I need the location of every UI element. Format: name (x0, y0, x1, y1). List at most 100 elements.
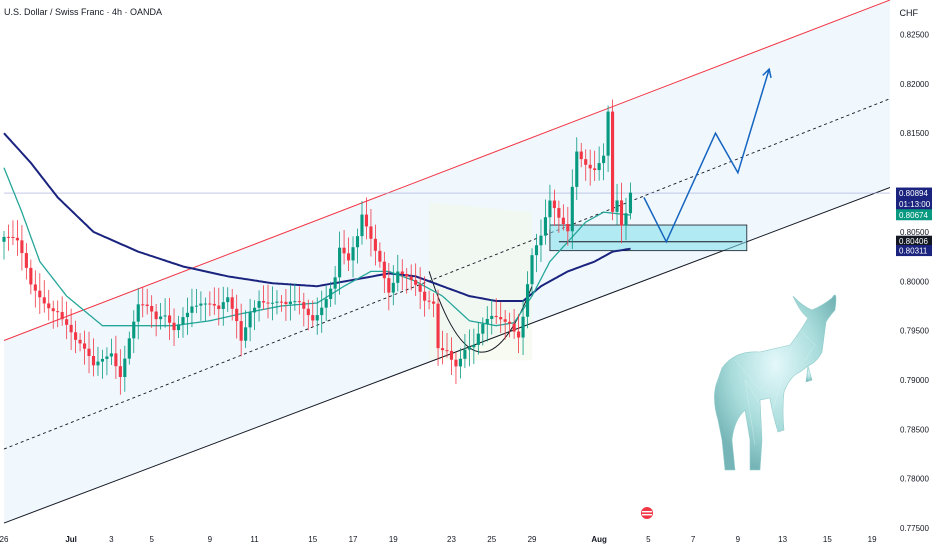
candle-body (566, 224, 570, 232)
currency-label: CHF (899, 8, 919, 18)
candle-body (423, 291, 427, 301)
candle (20, 225, 24, 271)
candle-body (539, 235, 543, 246)
candle-body (593, 168, 597, 171)
price-tick-label: 0.78000 (900, 475, 929, 484)
time-tick-label: 25 (487, 535, 496, 544)
candle (167, 298, 172, 341)
candle-body (414, 279, 418, 285)
candle-body (288, 301, 292, 304)
candle-body (472, 344, 476, 348)
candle-body (163, 315, 167, 317)
candle-body (293, 301, 297, 303)
candle (476, 322, 480, 355)
candle-body (624, 213, 628, 226)
event-icon[interactable] (641, 507, 653, 519)
candle (467, 329, 471, 367)
candle (615, 183, 619, 225)
candle-body (105, 356, 109, 359)
cup-shade (429, 202, 533, 361)
candle (561, 204, 565, 231)
candle (405, 268, 409, 294)
candle-body (427, 300, 431, 302)
candle (338, 231, 342, 295)
candle-body (154, 311, 158, 320)
candle-body (29, 267, 33, 285)
candle (329, 281, 333, 307)
candle (619, 182, 624, 244)
price-tick-label: 0.82000 (900, 80, 929, 89)
candle-body (329, 288, 333, 299)
candle-body (543, 217, 548, 236)
candle (597, 146, 601, 181)
candle (257, 290, 261, 322)
candle-body (279, 301, 284, 303)
candle (56, 300, 60, 328)
candle-body (87, 348, 91, 356)
candle (96, 346, 100, 376)
candle-body (476, 333, 480, 345)
candle-body (333, 277, 337, 289)
candle-body (20, 240, 24, 254)
candle-body (275, 301, 279, 303)
candle-body (346, 253, 351, 261)
candle-body (575, 151, 579, 187)
candle-body (499, 317, 503, 320)
candle-body (570, 186, 574, 232)
candle-body (56, 311, 60, 313)
candle-body (226, 297, 230, 303)
candle (610, 99, 615, 221)
candle-body (270, 302, 275, 304)
candle-body (597, 163, 601, 171)
candle (261, 285, 266, 310)
candle (239, 303, 243, 357)
candle (449, 337, 454, 375)
price-tick-label: 0.78500 (900, 425, 929, 434)
candle (136, 288, 140, 340)
candle (570, 169, 574, 250)
candle-body (610, 111, 615, 212)
candle (512, 309, 516, 339)
candle (284, 289, 288, 321)
candle-body (467, 347, 471, 350)
candle (91, 338, 96, 377)
candle (87, 331, 91, 374)
candle (185, 297, 190, 335)
candle-body (615, 200, 619, 212)
candle-body (405, 274, 409, 277)
candle-body (382, 261, 386, 279)
price-tick-label: 0.82500 (900, 31, 929, 40)
candle (100, 349, 105, 379)
candle-body (445, 350, 449, 352)
candle (432, 293, 436, 318)
time-tick-label: 7 (691, 535, 696, 544)
candle (324, 286, 328, 321)
candle (6, 224, 11, 251)
candle (15, 220, 19, 256)
candle (297, 286, 301, 315)
time-tick-label: 26 (0, 535, 9, 544)
candle-body (463, 349, 467, 359)
candle-body (42, 297, 46, 304)
candle (150, 295, 154, 328)
candle-body (454, 359, 458, 367)
candle-body (239, 321, 243, 341)
time-tick-label: 5 (646, 535, 651, 544)
candle-body (530, 255, 534, 285)
candle-body (508, 321, 512, 324)
candle (82, 330, 87, 365)
candle (109, 338, 113, 366)
candle (190, 288, 194, 328)
candle-body (60, 312, 64, 320)
candle-body (297, 301, 301, 303)
candle (2, 230, 6, 260)
candle-body (38, 290, 42, 298)
candle-body (449, 350, 454, 360)
candle-body (373, 238, 377, 251)
candle (400, 259, 404, 291)
candle (409, 264, 413, 291)
candle-body (6, 236, 11, 238)
candle-body (324, 298, 328, 308)
price-label-text: 0.80406 (899, 237, 928, 246)
